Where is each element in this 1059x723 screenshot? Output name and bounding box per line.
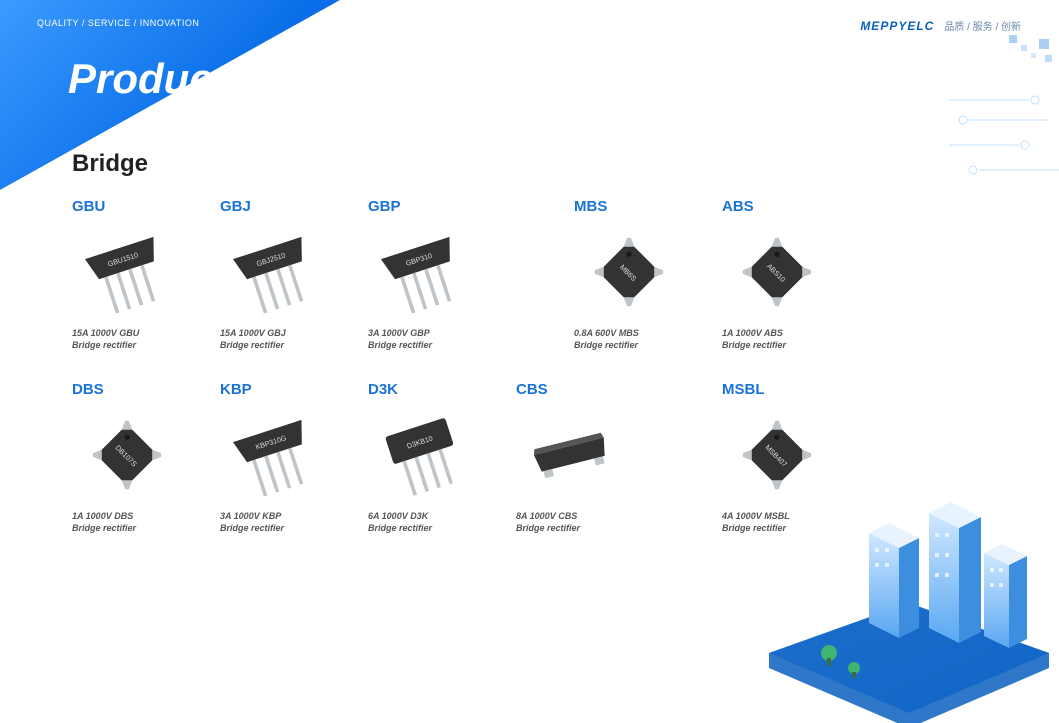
product-card: DBS DB107S 1A 1000V DBSBridge rectifier — [72, 381, 220, 534]
page-title: Products — [68, 55, 250, 103]
product-spec: 15A 1000V GBJBridge rectifier — [220, 327, 368, 351]
product-card: MBS MB6S 0.8A 600V MBSBridge rectifier — [574, 198, 722, 351]
product-image: KBP310G — [220, 410, 330, 500]
brand-tagline: 品质 / 服务 / 创新 — [944, 18, 1021, 33]
product-code: D3K — [368, 381, 516, 398]
product-code: GBU — [72, 198, 220, 215]
brand-logo: MEPPYELC — [860, 19, 934, 33]
product-code: GBP — [368, 198, 516, 215]
product-image: MB6S — [574, 227, 684, 317]
city-illustration — [759, 453, 1059, 723]
circuit-decoration — [949, 90, 1059, 190]
product-image: ABS10 — [722, 227, 832, 317]
product-image: GBU1510 — [72, 227, 182, 317]
product-image: GBJ2510 — [220, 227, 330, 317]
product-card: GBJ GBJ2510 15A 1000V GBJBridge rectifie… — [220, 198, 368, 351]
product-code: DBS — [72, 381, 220, 398]
product-spec: 15A 1000V GBUBridge rectifier — [72, 327, 220, 351]
product-code: MSBL — [722, 381, 870, 398]
tagline: QUALITY / SERVICE / INNOVATION — [37, 18, 199, 28]
product-code: KBP — [220, 381, 368, 398]
product-spec: 8A 1000V CBSBridge rectifier — [516, 510, 664, 534]
product-image: GBP310 — [368, 227, 478, 317]
product-card: GBU GBU1510 15A 1000V GBUBridge rectifie… — [72, 198, 220, 351]
product-spec: 3A 1000V KBPBridge rectifier — [220, 510, 368, 534]
product-code: ABS — [722, 198, 870, 215]
brand-block: MEPPYELC 品质 / 服务 / 创新 — [860, 18, 1021, 33]
product-image: D3KB10 — [368, 410, 478, 500]
product-card: GBP GBP310 3A 1000V GBPBridge rectifier — [368, 198, 516, 351]
product-code: MBS — [574, 198, 722, 215]
product-spec: 1A 1000V DBSBridge rectifier — [72, 510, 220, 534]
product-card: D3K D3KB10 6A 1000V D3KBridge rectifier — [368, 381, 516, 534]
section-title: Bridge — [72, 150, 148, 178]
product-card: CBS 8A 1000V CBSBridge rectifier — [516, 381, 664, 534]
product-spec: 6A 1000V D3KBridge rectifier — [368, 510, 516, 534]
product-image — [516, 410, 626, 500]
product-spec: 3A 1000V GBPBridge rectifier — [368, 327, 516, 351]
product-card: ABS ABS10 1A 1000V ABSBridge rectifier — [722, 198, 870, 351]
product-card: KBP KBP310G 3A 1000V KBPBridge rectifier — [220, 381, 368, 534]
product-image: DB107S — [72, 410, 182, 500]
product-code: CBS — [516, 381, 664, 398]
product-spec: 0.8A 600V MBSBridge rectifier — [574, 327, 722, 351]
product-code: GBJ — [220, 198, 368, 215]
product-spec: 1A 1000V ABSBridge rectifier — [722, 327, 870, 351]
